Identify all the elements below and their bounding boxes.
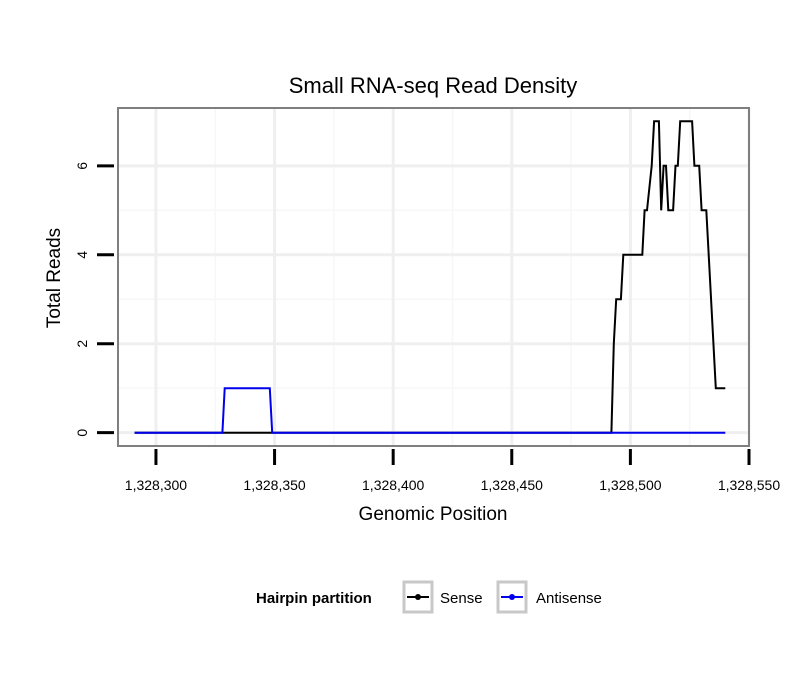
y-tick-label: 4 <box>74 251 90 259</box>
x-tick-label: 1,328,300 <box>125 477 187 493</box>
x-tick-label: 1,328,400 <box>362 477 424 493</box>
legend-point-antisense <box>509 594 515 600</box>
series-group <box>134 120 726 434</box>
x-tick-label: 1,328,500 <box>599 477 661 493</box>
plot-panel <box>118 108 749 446</box>
legend-label-antisense: Antisense <box>536 590 602 607</box>
chart-title: Small RNA-seq Read Density <box>289 73 578 98</box>
legend-label-sense: Sense <box>440 590 483 607</box>
x-tick-label: 1,328,350 <box>243 477 305 493</box>
x-axis-title: Genomic Position <box>359 504 508 525</box>
y-tick-label: 6 <box>74 162 90 170</box>
y-tick-label: 2 <box>74 340 90 348</box>
x-tick-label: 1,328,550 <box>718 477 780 493</box>
y-axis-title: Total Reads <box>44 228 65 328</box>
legend: Hairpin partition Sense Antisense <box>256 580 602 614</box>
axis-ticks: 1,328,300 1,328,350 1,328,400 1,328,450 1,32… <box>74 162 780 493</box>
series-line-sense <box>134 120 726 434</box>
series-line-antisense <box>134 387 726 434</box>
legend-point-sense <box>415 594 421 600</box>
legend-title: Hairpin partition <box>256 590 372 607</box>
y-tick-label: 0 <box>74 429 90 437</box>
plot-border <box>117 107 750 447</box>
x-tick-label: 1,328,450 <box>481 477 543 493</box>
